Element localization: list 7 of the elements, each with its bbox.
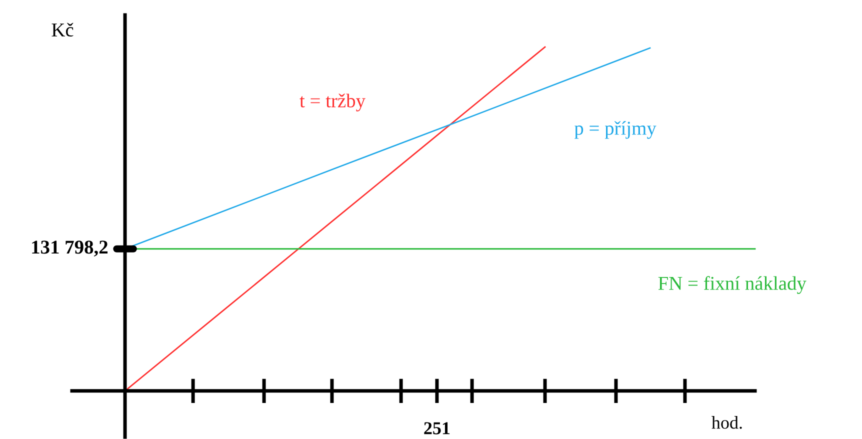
annotation: 131 798,2 (32, 240, 108, 257)
y-axis-title: Kč (52, 22, 74, 37)
text: 251 (424, 422, 450, 434)
text: p = příjmy (574, 121, 656, 139)
x-axis-title: hod. (712, 416, 742, 429)
text: t = tržby (300, 94, 366, 112)
series-label: FN = fixní náklady (658, 276, 806, 294)
